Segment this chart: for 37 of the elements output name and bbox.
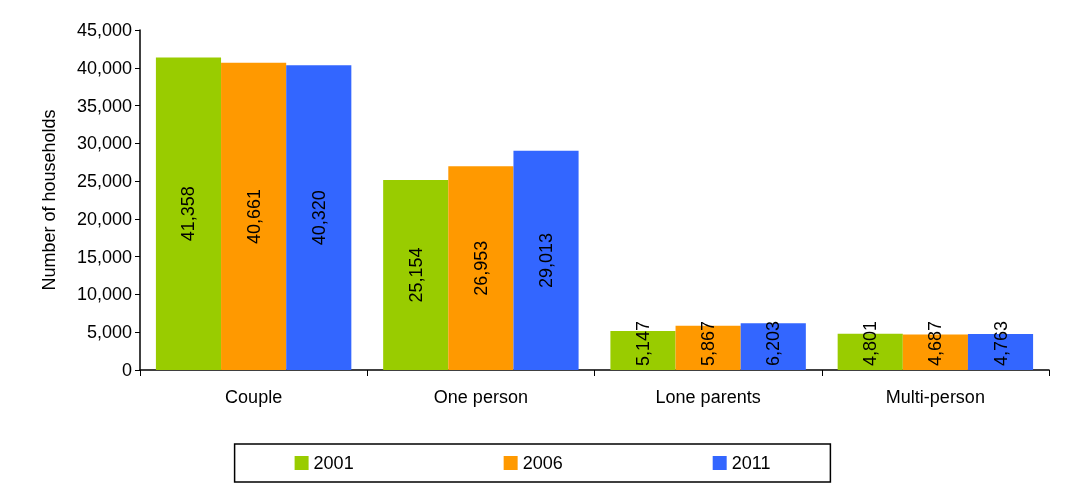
y-tick-label: 30,000 <box>76 133 132 154</box>
bar <box>286 65 352 370</box>
bar <box>155 57 222 370</box>
data-label: 40,661 <box>243 188 264 244</box>
bar <box>448 166 514 370</box>
y-tick-label: 0 <box>121 360 132 380</box>
x-tick-label: Lone parents <box>655 387 761 407</box>
y-tick-label: 35,000 <box>76 95 132 116</box>
data-label: 5,147 <box>632 320 653 366</box>
y-tick-label: 10,000 <box>76 284 132 305</box>
bar <box>383 179 449 370</box>
y-tick-label: 40,000 <box>76 57 132 78</box>
legend-label: 2001 <box>313 453 354 473</box>
y-tick-label: 45,000 <box>76 20 132 40</box>
data-label: 41,358 <box>178 186 199 242</box>
x-tick-label: Multi-person <box>885 387 985 407</box>
y-axis-title: Number of households <box>39 109 59 291</box>
y-tick-label: 15,000 <box>76 246 132 267</box>
data-label: 25,154 <box>405 247 426 303</box>
legend-label: 2011 <box>731 453 771 473</box>
bar <box>740 323 806 370</box>
y-tick-label: 25,000 <box>76 171 132 192</box>
bar <box>513 150 579 370</box>
data-label: 40,320 <box>308 190 329 246</box>
legend-label: 2006 <box>522 453 563 473</box>
data-label: 26,953 <box>470 240 491 296</box>
data-label: 5,867 <box>698 320 719 366</box>
y-tick-label: 20,000 <box>76 208 132 229</box>
data-label: 29,013 <box>536 232 557 288</box>
data-label: 6,203 <box>763 320 784 366</box>
data-label: 4,763 <box>990 320 1011 366</box>
y-tick-label: 5,000 <box>86 322 132 343</box>
x-tick-label: One person <box>433 387 528 407</box>
data-label: 4,687 <box>925 320 946 366</box>
bar <box>221 62 287 370</box>
x-tick-label: Couple <box>225 387 283 407</box>
data-label: 4,801 <box>860 320 881 366</box>
